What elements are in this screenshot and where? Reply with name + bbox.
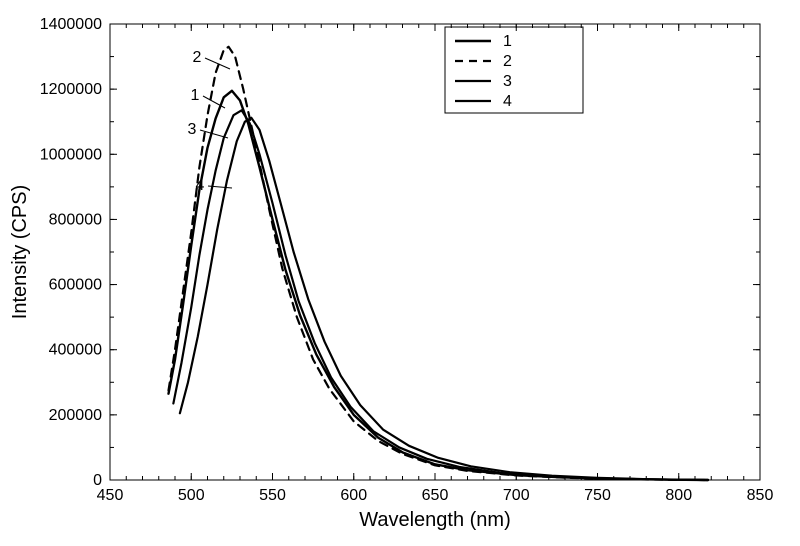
x-tick-label: 450 <box>97 487 124 504</box>
y-tick-label: 400000 <box>49 342 102 359</box>
y-tick-label: 800000 <box>49 211 102 228</box>
x-tick-label: 700 <box>503 487 530 504</box>
y-tick-label: 1400000 <box>40 16 102 33</box>
y-tick-label: 1000000 <box>40 146 102 163</box>
x-tick-label: 800 <box>665 487 692 504</box>
x-tick-label: 550 <box>259 487 286 504</box>
legend-label: 3 <box>503 73 512 90</box>
x-tick-label: 850 <box>747 487 774 504</box>
annotation-3: 3 <box>188 121 197 138</box>
x-axis-label: Wavelength (nm) <box>359 509 511 531</box>
y-axis-label: Intensity (CPS) <box>9 185 31 319</box>
legend-label: 4 <box>503 93 512 110</box>
x-tick-label: 750 <box>584 487 611 504</box>
legend-label: 2 <box>503 53 512 70</box>
y-tick-label: 0 <box>93 472 102 489</box>
legend-label: 1 <box>503 33 512 50</box>
annotation-1: 1 <box>191 87 200 104</box>
intensity-chart: 450 500 550 600 650 700 750 800 850 0 200000 400000… <box>0 0 800 546</box>
annotation-4: 4 <box>196 177 205 194</box>
y-tick-label: 600000 <box>49 277 102 294</box>
y-tick-label: 200000 <box>49 407 102 424</box>
annotation-2: 2 <box>193 49 202 66</box>
x-tick-label: 650 <box>422 487 449 504</box>
x-tick-label: 500 <box>178 487 205 504</box>
y-tick-label: 1200000 <box>40 81 102 98</box>
x-tick-label: 600 <box>340 487 367 504</box>
